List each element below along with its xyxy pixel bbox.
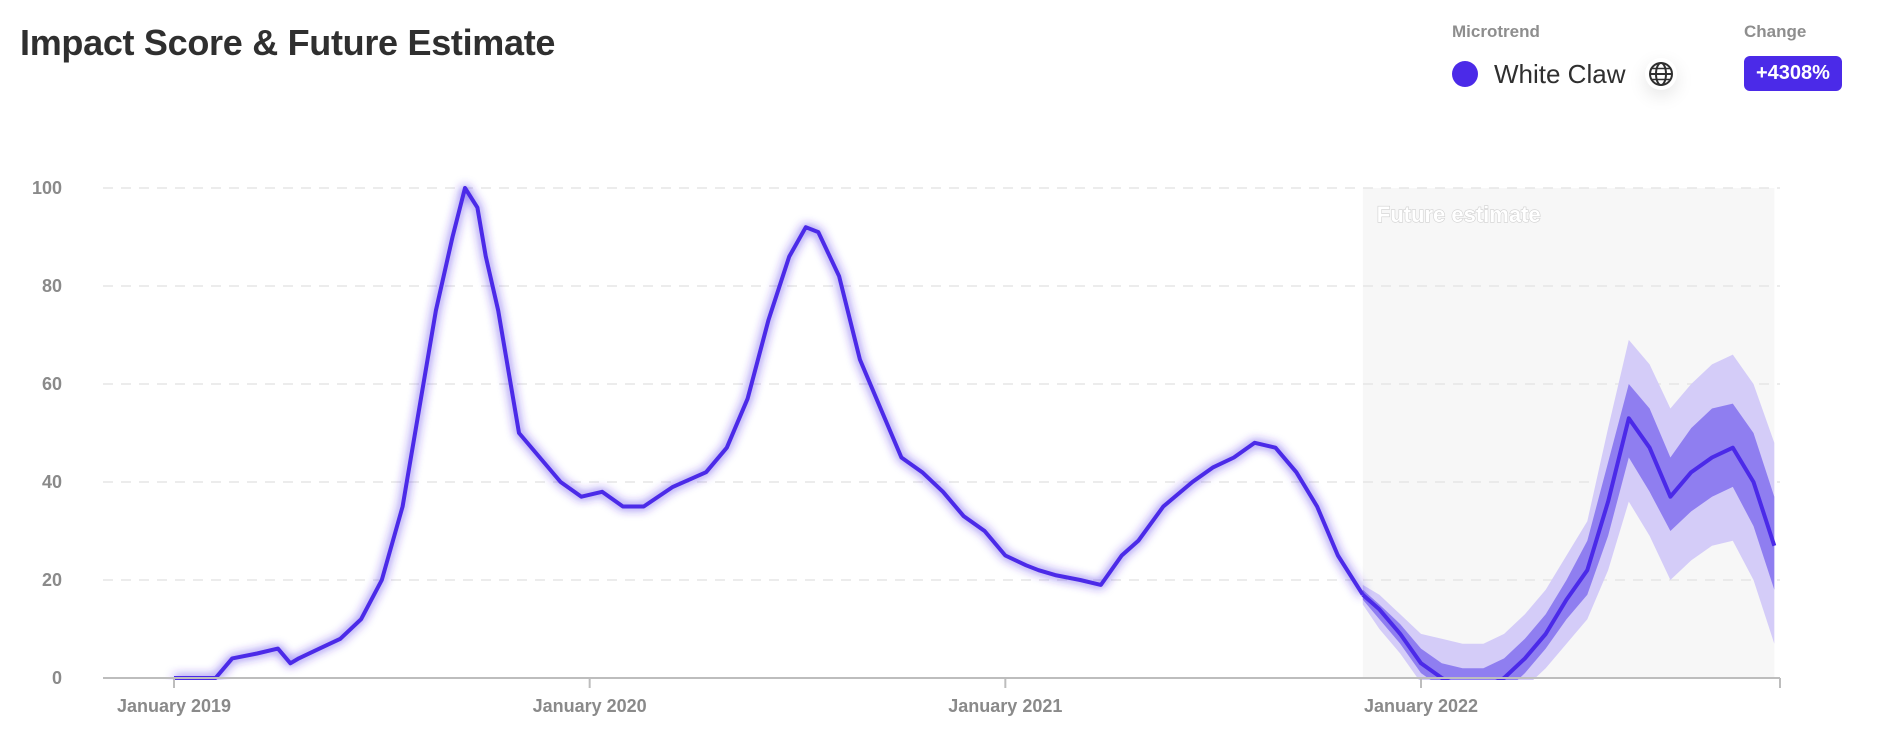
legend-series-name: White Claw	[1494, 58, 1626, 89]
x-tick-label: January 2019	[117, 696, 231, 716]
y-tick-label: 100	[32, 178, 62, 198]
series-color-dot	[1452, 61, 1478, 87]
future-estimate-label: Future estimate	[1377, 202, 1541, 227]
x-tick-label: January 2020	[533, 696, 647, 716]
forecast-inner-band	[1362, 384, 1775, 680]
legend-item[interactable]: White Claw	[1452, 58, 1678, 90]
y-tick-label: 80	[42, 276, 62, 296]
change-panel: Change +4308%	[1744, 22, 1842, 91]
forecast-outer-band	[1362, 339, 1775, 680]
forecast-center-line	[1361, 416, 1777, 680]
globe-icon[interactable]	[1645, 58, 1678, 90]
legend-label: Microtrend	[1452, 22, 1540, 41]
globe-icon-svg	[1649, 62, 1674, 86]
y-tick-label: 60	[42, 374, 62, 394]
change-badge: +4308%	[1744, 56, 1842, 91]
x-tick-label: January 2022	[1364, 696, 1478, 716]
chart-title: Impact Score & Future Estimate	[20, 22, 556, 63]
y-tick-label: 20	[42, 570, 62, 590]
y-tick-label: 40	[42, 472, 62, 492]
legend: Microtrend White Claw	[1452, 22, 1682, 102]
y-tick-label: 0	[52, 668, 62, 688]
series-line-white-claw	[174, 186, 1365, 680]
x-tick-label: January 2021	[948, 696, 1062, 716]
change-label: Change	[1744, 22, 1807, 41]
